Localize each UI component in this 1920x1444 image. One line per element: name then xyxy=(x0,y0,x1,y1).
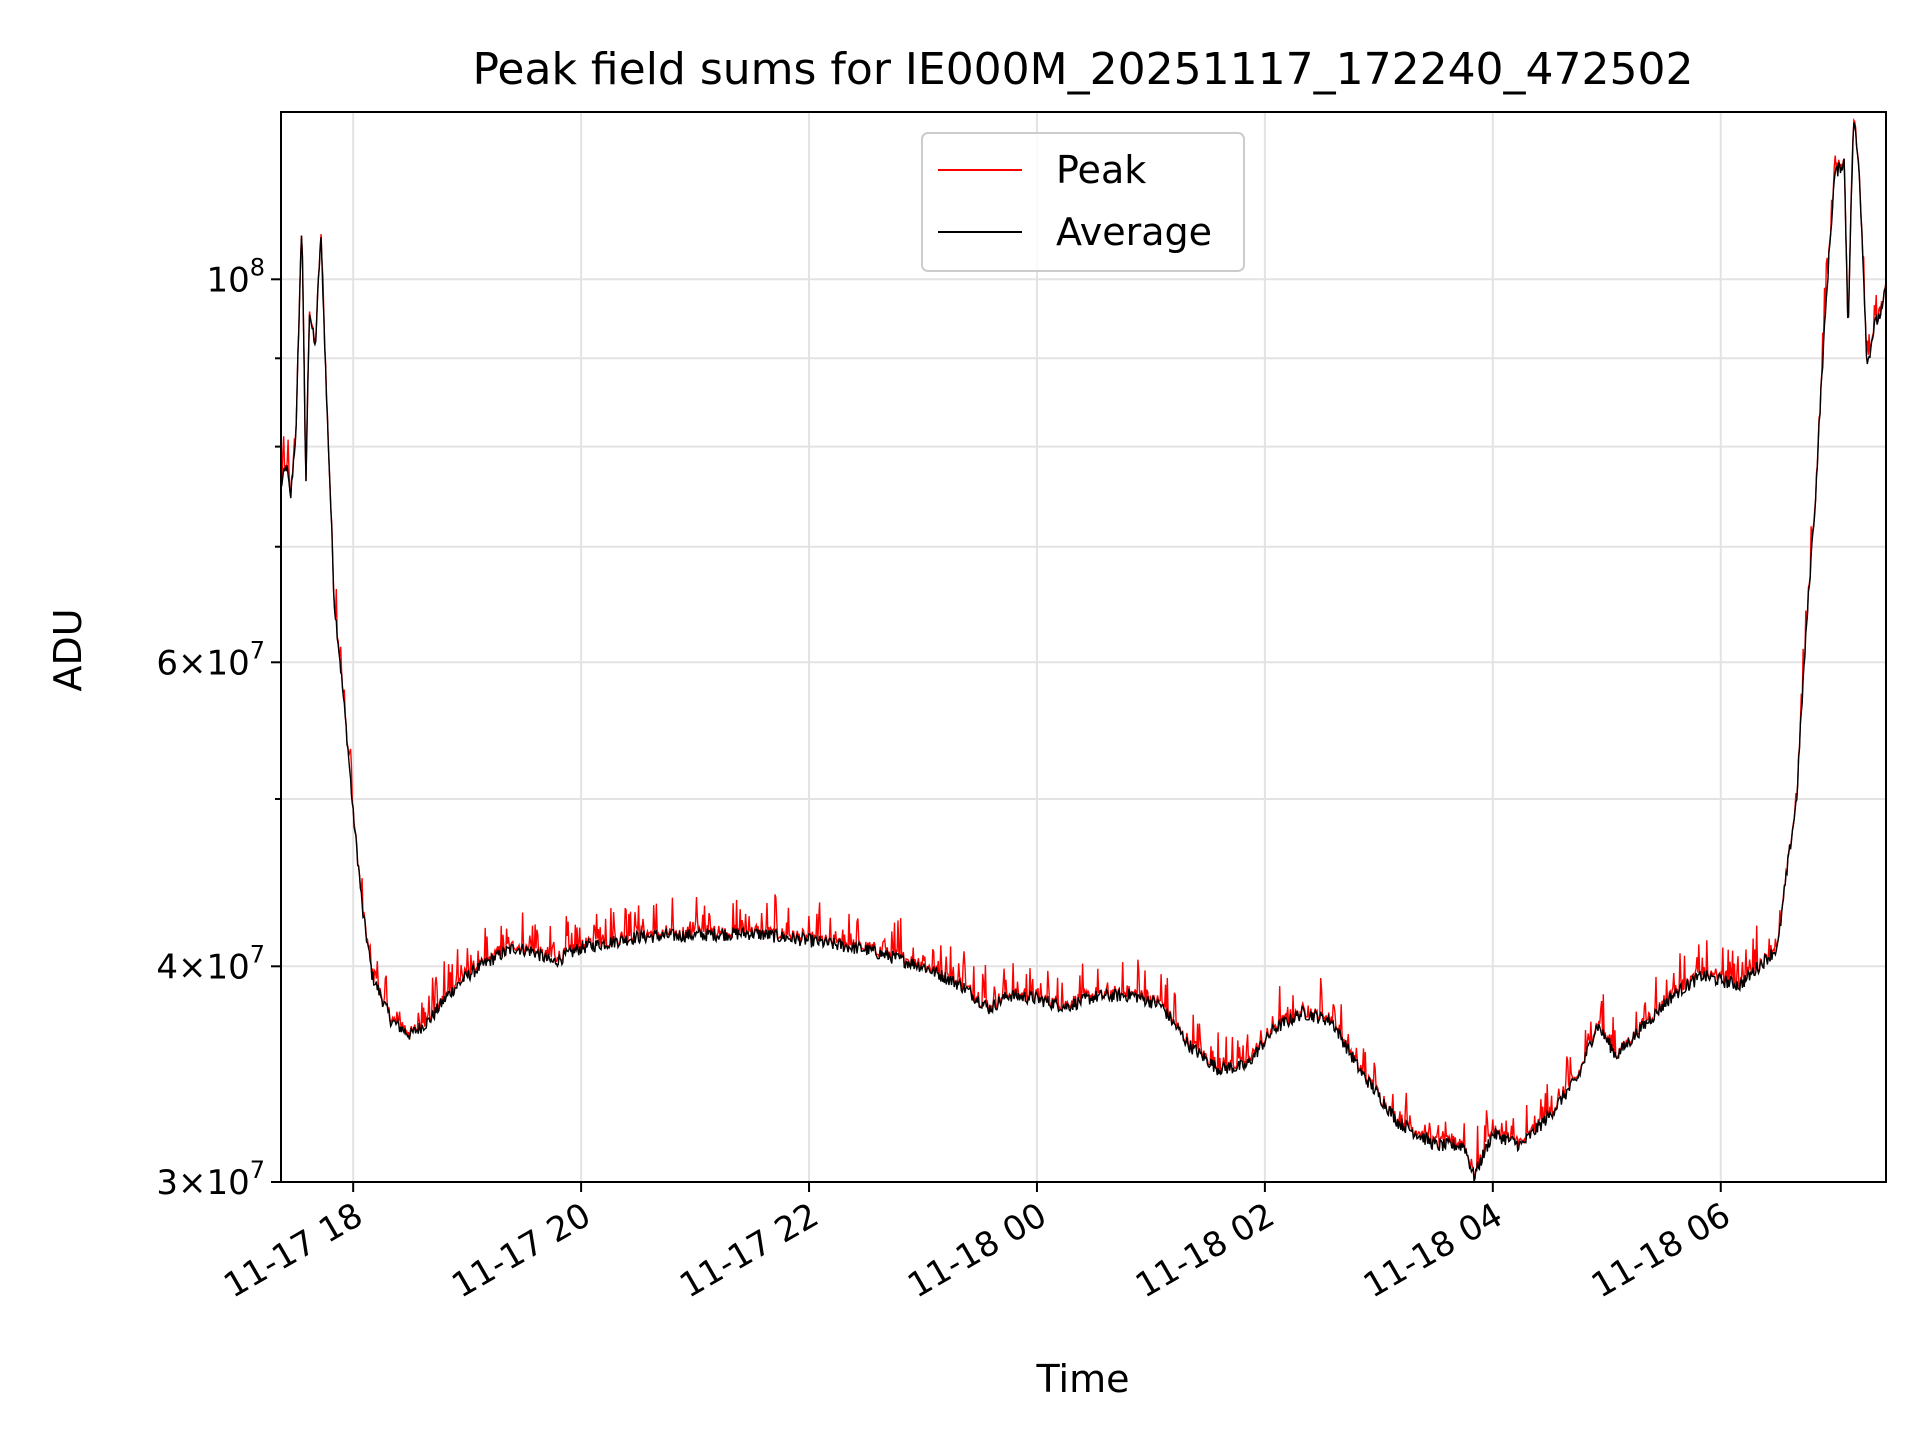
x-tick-label: 11-17 18 xyxy=(217,1195,369,1306)
x-tick-label: 11-17 22 xyxy=(673,1195,825,1306)
x-tick-label: 11-17 20 xyxy=(445,1195,597,1306)
y-tick-label: 3×107 xyxy=(156,1156,265,1203)
plot-area xyxy=(280,117,1887,1184)
y-axis-label: ADU xyxy=(46,608,90,691)
legend: Peak Average xyxy=(921,132,1245,272)
y-tick-label: 6×107 xyxy=(156,636,265,683)
grid xyxy=(281,112,1886,1183)
x-tick-label: 11-18 02 xyxy=(1129,1195,1281,1306)
legend-label: Average xyxy=(1056,210,1212,254)
y-tick-label: 4×107 xyxy=(156,940,265,987)
y-tick-label: 108 xyxy=(206,253,265,300)
x-tick-label: 11-18 00 xyxy=(901,1195,1053,1306)
legend-label: Peak xyxy=(1056,148,1146,192)
plot-frame xyxy=(280,111,1887,1183)
legend-box xyxy=(921,132,1245,272)
series-line-average xyxy=(280,122,1887,1184)
axes: 3×107 4×107 6×107 108 11-17 18 11-17 20 11-17 … xyxy=(156,111,1887,1306)
x-tick-label: 11-18 04 xyxy=(1357,1195,1509,1306)
chart-title: Peak field sums for IE000M_20251117_1722… xyxy=(472,44,1693,95)
x-tick-label: 11-18 06 xyxy=(1585,1195,1737,1306)
x-axis-label: Time xyxy=(1036,1357,1130,1401)
